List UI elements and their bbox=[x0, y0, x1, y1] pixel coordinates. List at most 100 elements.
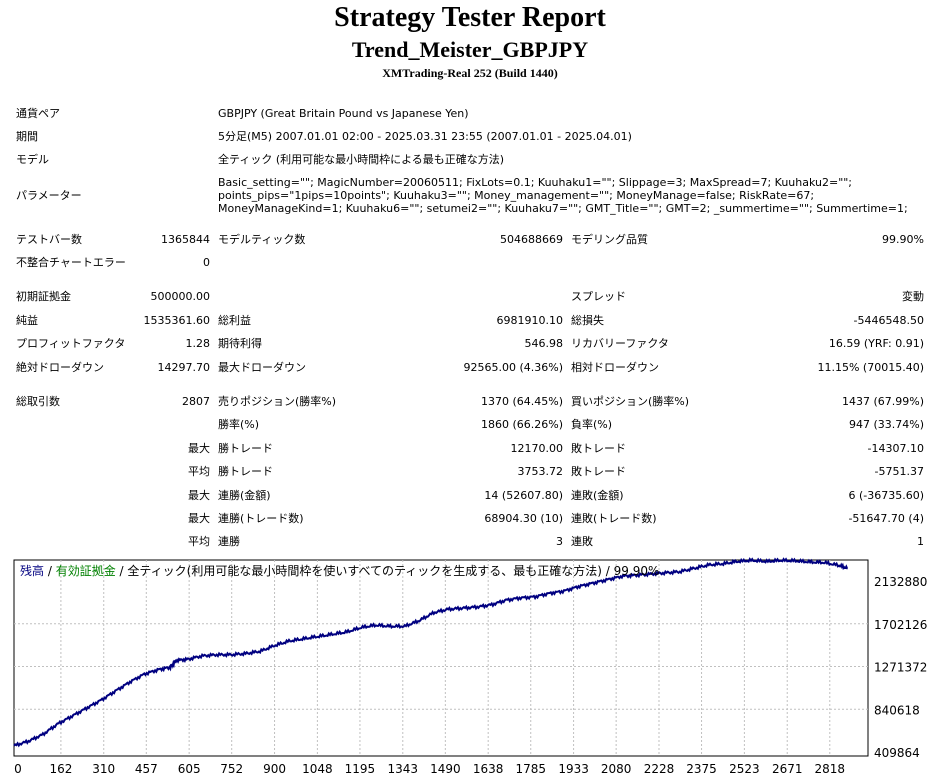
abs-drawdown-label: 絶対ドローダウン bbox=[16, 361, 104, 374]
symbol-label: 通貨ペア bbox=[16, 107, 60, 120]
x-tick-label: 1343 bbox=[388, 762, 419, 776]
x-axis-ticks: 0 162 310 457 605 752 900 1048 1195 1343 1490 1638 1… bbox=[14, 762, 845, 776]
bars-value: 1365844 bbox=[161, 233, 210, 246]
deposit-value: 500000.00 bbox=[150, 290, 211, 303]
quality-label: モデリング品質 bbox=[571, 233, 648, 246]
x-tick-label: 2671 bbox=[772, 762, 803, 776]
chart-legend: 残高 / 有効証拠金 / 全ティック(利用可能な最小時間枠を使いすべてのティック… bbox=[20, 563, 659, 578]
largest-prefix: 最大 bbox=[188, 442, 210, 455]
report-title: Strategy Tester Report bbox=[334, 2, 606, 33]
long-positions-label: 買いポジション(勝率%) bbox=[571, 395, 690, 408]
avg-win-label: 勝トレード bbox=[218, 465, 273, 478]
avg-loss-label: 敗トレード bbox=[571, 465, 626, 478]
y-tick-label: 1702126 bbox=[874, 618, 927, 632]
max-consec-win-trades-value: 68904.30 (10) bbox=[484, 512, 563, 525]
rel-drawdown-value: 11.15% (70015.40) bbox=[817, 361, 924, 374]
quality-value: 99.90% bbox=[882, 233, 924, 246]
bars-label: テストバー数 bbox=[16, 233, 82, 246]
x-tick-label: 2375 bbox=[686, 762, 717, 776]
total-trades-value: 2807 bbox=[182, 395, 210, 408]
largest-win-label: 勝トレード bbox=[218, 442, 273, 455]
short-positions-value: 1370 (64.45%) bbox=[480, 395, 563, 408]
avg-consec-loss-label: 連敗 bbox=[571, 535, 593, 548]
params-label: パラメーター bbox=[16, 189, 82, 202]
balance-line bbox=[13, 557, 848, 748]
y-tick-label: 1271372 bbox=[874, 661, 927, 675]
long-positions-value: 1437 (67.99%) bbox=[841, 395, 924, 408]
spread-label: スプレッド bbox=[571, 290, 626, 303]
max-consec-loss-money-value: 6 (-36735.60) bbox=[848, 489, 924, 502]
net-label: 純益 bbox=[16, 314, 38, 327]
loss-rate-label: 負率(%) bbox=[571, 418, 613, 431]
gross-loss-value: -5446548.50 bbox=[853, 314, 924, 327]
x-tick-label: 162 bbox=[49, 762, 72, 776]
max-consec-loss-money-label: 連敗(金額) bbox=[571, 489, 624, 502]
recovery-label: リカバリーファクタ bbox=[571, 337, 669, 350]
avg-consec-prefix: 平均 bbox=[188, 535, 210, 548]
profit-factor-label: プロフィットファクタ bbox=[16, 337, 126, 350]
model-value: 全ティック (利用可能な最小時間枠による最も正確な方法) bbox=[218, 153, 505, 166]
x-tick-label: 0 bbox=[14, 762, 22, 776]
max-consec-win-money-value: 14 (52607.80) bbox=[484, 489, 563, 502]
avg-consec-win-value: 3 bbox=[556, 535, 563, 548]
loss-rate-value: 947 (33.74%) bbox=[848, 418, 924, 431]
largest-loss-value: -14307.10 bbox=[867, 442, 924, 455]
ticks-value: 504688669 bbox=[500, 233, 563, 246]
y-tick-label: 840618 bbox=[874, 703, 920, 717]
legend-equity: 有効証拠金 bbox=[56, 563, 116, 578]
y-tick-label: 2132880 bbox=[874, 575, 927, 589]
legend-sep: / bbox=[44, 564, 56, 578]
report-table: 通貨ペア GBPJPY (Great Britain Pound vs Japa… bbox=[16, 107, 924, 548]
x-tick-label: 2818 bbox=[815, 762, 846, 776]
gross-profit-label: 総利益 bbox=[218, 314, 251, 327]
x-tick-label: 900 bbox=[263, 762, 286, 776]
deposit-label: 初期証拠金 bbox=[16, 290, 71, 303]
largest-win-value: 12170.00 bbox=[510, 442, 564, 455]
x-tick-label: 605 bbox=[178, 762, 201, 776]
period-value: 5分足(M5) 2007.01.01 02:00 - 2025.03.31 23… bbox=[218, 130, 632, 143]
x-tick-label: 1048 bbox=[302, 762, 333, 776]
mismatch-label: 不整合チャートエラー bbox=[16, 256, 126, 269]
max-consec-loss-trades-label: 連敗(トレード数) bbox=[571, 512, 657, 525]
max-consec-win-trades-label: 連勝(トレード数) bbox=[218, 512, 304, 525]
x-tick-label: 2228 bbox=[644, 762, 675, 776]
avg-loss-value: -5751.37 bbox=[874, 465, 924, 478]
expert-name: Trend_Meister_GBPJPY bbox=[351, 37, 589, 62]
win-rate-label: 勝率(%) bbox=[218, 418, 260, 431]
payoff-label: 期待利得 bbox=[218, 337, 262, 350]
model-label: モデル bbox=[16, 153, 49, 166]
legend-rest: / 全ティック(利用可能な最小時間枠を使いすべてのティックを生成する、最も正確な… bbox=[116, 563, 660, 578]
max-consec-loss-trades-value: -51647.70 (4) bbox=[848, 512, 924, 525]
period-label: 期間 bbox=[16, 130, 38, 143]
y-axis-ticks: 2132880 1702126 1271372 840618 409864 bbox=[874, 575, 927, 760]
x-tick-label: 1785 bbox=[515, 762, 546, 776]
net-value: 1535361.60 bbox=[143, 314, 210, 327]
total-trades-label: 総取引数 bbox=[16, 395, 60, 408]
x-tick-label: 1195 bbox=[345, 762, 376, 776]
avg-consec-win-label: 連勝 bbox=[218, 535, 240, 548]
ticks-label: モデルティック数 bbox=[218, 233, 306, 246]
y-tick-label: 409864 bbox=[874, 746, 920, 760]
spread-value: 変動 bbox=[902, 290, 924, 303]
max-consec-win-money-label: 連勝(金額) bbox=[218, 489, 271, 502]
symbol-value: GBPJPY (Great Britain Pound vs Japanese … bbox=[218, 107, 469, 120]
max-drawdown-label: 最大ドローダウン bbox=[218, 361, 306, 374]
avg-win-value: 3753.72 bbox=[517, 465, 564, 478]
largest-loss-label: 敗トレード bbox=[571, 442, 626, 455]
recovery-value: 16.59 (YRF: 0.91) bbox=[828, 337, 924, 350]
short-positions-label: 売りポジション(勝率%) bbox=[218, 395, 337, 408]
profit-factor-value: 1.28 bbox=[185, 337, 211, 350]
x-tick-label: 457 bbox=[135, 762, 158, 776]
x-tick-label: 310 bbox=[92, 762, 115, 776]
x-tick-label: 1490 bbox=[430, 762, 461, 776]
max-consec-trades-prefix: 最大 bbox=[188, 512, 210, 525]
average-prefix: 平均 bbox=[188, 465, 210, 478]
balance-chart: 2132880 1702126 1271372 840618 409864 0 162 31… bbox=[13, 557, 927, 776]
gross-loss-label: 総損失 bbox=[571, 314, 604, 327]
x-tick-label: 752 bbox=[220, 762, 243, 776]
payoff-value: 546.98 bbox=[524, 337, 564, 350]
mismatch-value: 0 bbox=[203, 256, 210, 269]
params-value: Basic_setting=""; MagicNumber=20060511; … bbox=[218, 176, 908, 215]
win-rate-value: 1860 (66.26%) bbox=[480, 418, 563, 431]
x-tick-label: 1638 bbox=[473, 762, 504, 776]
